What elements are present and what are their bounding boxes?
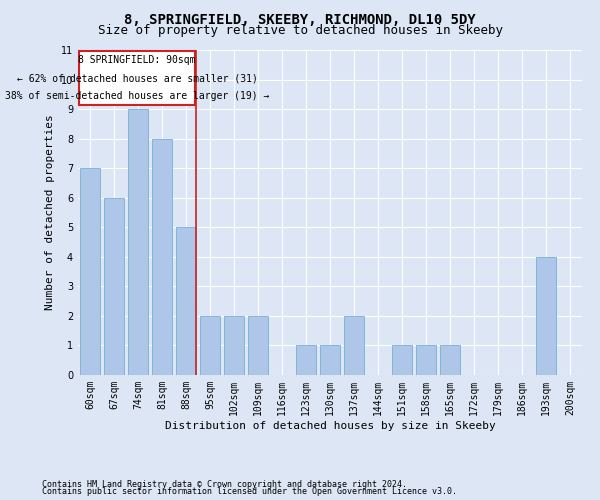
Bar: [416, 346, 436, 375]
X-axis label: Distribution of detached houses by size in Skeeby: Distribution of detached houses by size …: [164, 420, 496, 430]
Bar: [248, 316, 268, 375]
Bar: [79, 52, 195, 104]
Text: ← 62% of detached houses are smaller (31): ← 62% of detached houses are smaller (31…: [17, 73, 257, 83]
Y-axis label: Number of detached properties: Number of detached properties: [46, 114, 55, 310]
Bar: [296, 346, 316, 375]
Bar: [200, 316, 220, 375]
Bar: [80, 168, 100, 375]
Bar: [224, 316, 244, 375]
Text: 8 SPRINGFIELD: 90sqm: 8 SPRINGFIELD: 90sqm: [79, 56, 196, 66]
Bar: [536, 257, 556, 375]
Bar: [128, 109, 148, 375]
Bar: [104, 198, 124, 375]
Text: 38% of semi-detached houses are larger (19) →: 38% of semi-detached houses are larger (…: [5, 91, 269, 101]
Bar: [392, 346, 412, 375]
Text: Size of property relative to detached houses in Skeeby: Size of property relative to detached ho…: [97, 24, 503, 37]
Bar: [440, 346, 460, 375]
Bar: [320, 346, 340, 375]
Bar: [344, 316, 364, 375]
Text: 8, SPRINGFIELD, SKEEBY, RICHMOND, DL10 5DY: 8, SPRINGFIELD, SKEEBY, RICHMOND, DL10 5…: [124, 12, 476, 26]
Bar: [176, 228, 196, 375]
Bar: [152, 138, 172, 375]
Text: Contains HM Land Registry data © Crown copyright and database right 2024.: Contains HM Land Registry data © Crown c…: [42, 480, 407, 489]
Text: Contains public sector information licensed under the Open Government Licence v3: Contains public sector information licen…: [42, 487, 457, 496]
